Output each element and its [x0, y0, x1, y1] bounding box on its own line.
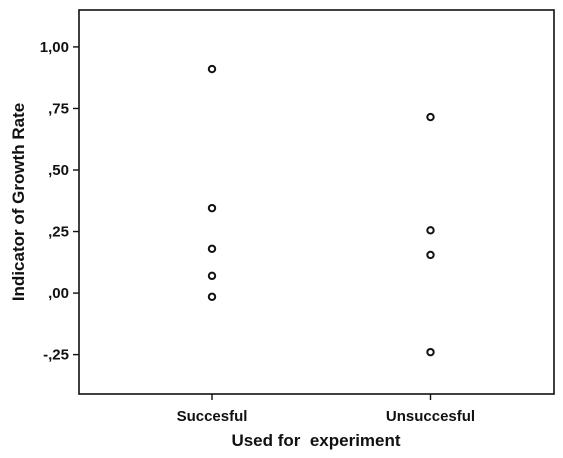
data-points: [207, 64, 435, 357]
data-point: [426, 347, 435, 357]
data-point: [207, 244, 217, 253]
y-tick-label: 1,00: [40, 39, 69, 56]
x-tick-label: Unsuccesful: [386, 408, 475, 425]
data-point: [426, 226, 435, 235]
data-point: [207, 64, 217, 74]
y-axis-ticks: 1,00 ,75 ,50 ,25 ,00 -,25: [40, 39, 79, 364]
y-tick-label: ,25: [48, 224, 69, 241]
y-tick-label: ,50: [48, 162, 69, 179]
x-tick-label: Succesful: [177, 408, 248, 425]
plot-area-frame: [78, 9, 555, 395]
data-point: [207, 292, 217, 301]
y-tick-label: ,75: [48, 100, 69, 117]
y-tick-label: -,25: [43, 347, 69, 364]
y-tick-label: ,00: [48, 285, 69, 302]
data-point: [207, 271, 217, 281]
data-point: [207, 203, 217, 213]
x-axis-label: Used for experiment: [231, 431, 400, 450]
x-axis-ticks: Succesful Unsuccesful: [177, 394, 475, 425]
data-point: [426, 250, 435, 260]
data-point: [426, 112, 435, 122]
y-axis-label: Indicator of Growth Rate: [9, 103, 28, 301]
